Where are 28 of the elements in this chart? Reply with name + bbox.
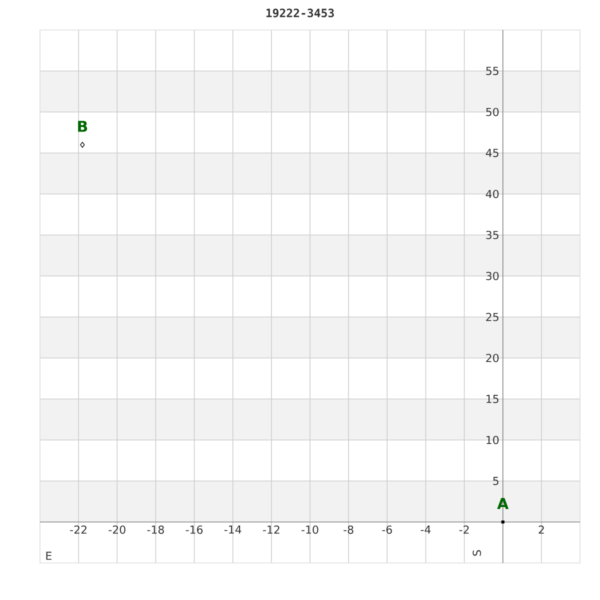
x-tick-label: 2 [538,526,544,534]
y-tick-label: 30 [486,272,499,280]
y-tick-label: 45 [486,148,498,158]
chart-title: 19222-3453 [266,8,334,18]
y-tick-label: 40 [486,190,499,198]
y-tick-label: 35 [486,230,498,240]
x-tick-label: -20 [108,526,126,534]
x-tick-label: -10 [302,526,318,534]
y-tick-label: 50 [486,108,499,116]
x-tick-label: -16 [186,526,203,534]
x-axis-title: E [46,552,52,560]
y-tick-label: 55 [486,66,498,76]
x-tick-label: -18 [147,526,164,534]
y-tick-label: 20 [486,354,499,362]
x-tick-label: -8 [344,526,354,534]
series-label: B [78,120,88,132]
y-tick-label: 5 [493,476,498,486]
x-tick-label: -4 [420,526,431,534]
x-tick-label: -22 [70,526,86,534]
x-tick-label: -2 [459,526,469,534]
x-tick-label: -6 [382,526,392,534]
series-label: A [497,498,509,509]
y-tick-label: 15 [486,394,498,404]
y-tick-label: 25 [486,312,498,322]
x-tick-label: -14 [224,526,242,534]
y-axis-title: S [472,550,482,556]
x-tick-label: -12 [262,526,280,534]
y-tick-label: 10 [486,436,499,444]
